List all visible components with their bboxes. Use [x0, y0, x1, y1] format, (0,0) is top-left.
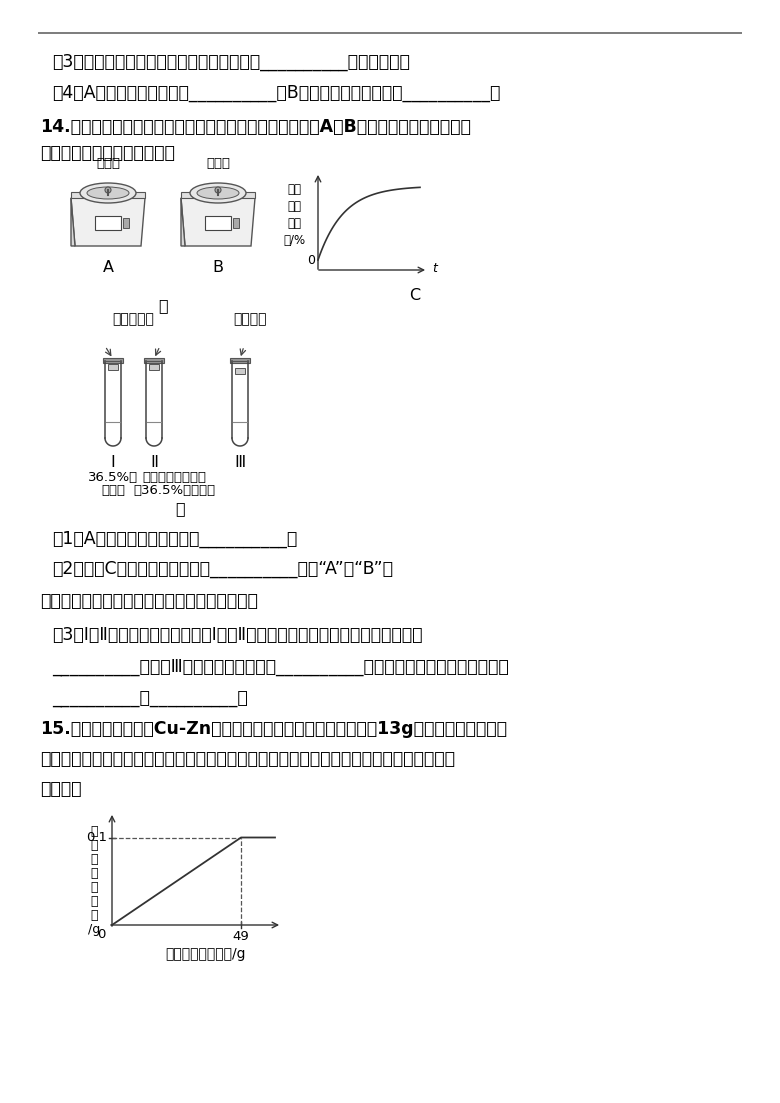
Text: 量: 量	[90, 909, 98, 922]
Polygon shape	[71, 192, 145, 199]
Text: __________有关。Ⅲ试管中可能的现象是__________。请用化学方程式解释其原因：: __________有关。Ⅲ试管中可能的现象是__________。请用化学方程…	[52, 658, 509, 676]
Text: Ⅰ: Ⅰ	[111, 456, 115, 470]
Text: 的质: 的质	[287, 200, 301, 213]
Text: 15.小王同学想测定某Cu-Zn合金中铜的质量分数，取合金粉生木13g，向其中逐渐加入一: 15.小王同学想测定某Cu-Zn合金中铜的质量分数，取合金粉生木13g，向其中逐…	[40, 720, 507, 738]
Text: 0: 0	[98, 928, 106, 941]
Text: C: C	[410, 288, 420, 303]
Text: Ⅲ: Ⅲ	[235, 456, 246, 470]
Text: 成: 成	[90, 839, 98, 852]
Text: 的: 的	[90, 881, 98, 895]
Bar	[95, 216, 121, 231]
Polygon shape	[71, 199, 145, 246]
Text: 甲: 甲	[158, 298, 168, 313]
Bar	[108, 364, 118, 370]
Bar	[149, 364, 159, 370]
Text: 溶质: 溶质	[287, 183, 301, 196]
Text: 0.1: 0.1	[86, 831, 107, 844]
Polygon shape	[181, 192, 255, 199]
Polygon shape	[71, 199, 75, 246]
Text: 浓硫酸: 浓硫酸	[206, 157, 230, 170]
Bar	[123, 218, 129, 228]
Bar	[230, 358, 250, 363]
Text: （4）A图中玻璃棒的作用是__________。B图中玻璃导管的作用是__________。: （4）A图中玻璃棒的作用是__________。B图中玻璃导管的作用是_____…	[52, 84, 501, 101]
Text: 乙: 乙	[176, 501, 185, 516]
Bar	[235, 368, 245, 374]
Text: t: t	[432, 261, 437, 275]
Text: 加入稀硫酸的质量/g: 加入稀硫酸的质量/g	[165, 947, 246, 961]
Circle shape	[105, 188, 111, 193]
Ellipse shape	[197, 188, 239, 199]
Text: Ⅱ: Ⅱ	[150, 456, 158, 470]
Text: （3）上面两图中，税释浓硫酸操作正确的是__________（填序号）。: （3）上面两图中，税释浓硫酸操作正确的是__________（填序号）。	[52, 53, 410, 71]
Bar	[205, 216, 231, 231]
Text: 敷口放置一段时间: 敷口放置一段时间	[142, 471, 206, 484]
Text: 及计算：: 及计算：	[40, 780, 81, 797]
Text: 数/%: 数/%	[283, 234, 305, 247]
Bar	[103, 358, 123, 363]
Text: 质: 质	[90, 895, 98, 908]
Polygon shape	[181, 199, 185, 246]
Text: （3）Ⅰ和Ⅱ试管中都产生气泡，且Ⅰ中比Ⅱ中剧烈。此现象说明物质反应的快慢与: （3）Ⅰ和Ⅱ试管中都产生气泡，且Ⅰ中比Ⅱ中剧烈。此现象说明物质反应的快慢与	[52, 627, 423, 644]
Text: B: B	[212, 260, 224, 275]
Text: 浓盐酸: 浓盐酸	[101, 484, 125, 497]
Ellipse shape	[190, 183, 246, 203]
Text: 14.完成下列有关酸的性质的实验。实验一：如图甲电子秤A、B的蒸发皌中分别盛有浓盐: 14.完成下列有关酸的性质的实验。实验一：如图甲电子秤A、B的蒸发皌中分别盛有浓…	[40, 118, 471, 136]
Text: 生锈铁钉: 生锈铁钉	[233, 312, 267, 326]
Text: （2）与图C所示变化相一致的是__________（填“A”或“B”）: （2）与图C所示变化相一致的是__________（填“A”或“B”）	[52, 560, 393, 578]
Text: 氢: 氢	[90, 853, 98, 866]
Ellipse shape	[80, 183, 136, 203]
Text: 的36.5%的浓盐酸: 的36.5%的浓盐酸	[133, 484, 215, 497]
Text: 定溶质质量分数的稀硫酸，所得稀硫酸与生成氢气的质量关系如右图所示。请完成下列分析: 定溶质质量分数的稀硫酸，所得稀硫酸与生成氢气的质量关系如右图所示。请完成下列分析	[40, 750, 455, 768]
Text: 酸、浓硫酸，放置一段时间。: 酸、浓硫酸，放置一段时间。	[40, 144, 175, 162]
Text: 实验二：如图乙，做对比实验，得出相应结论。: 实验二：如图乙，做对比实验，得出相应结论。	[40, 592, 258, 610]
Text: 浓盐酸: 浓盐酸	[96, 157, 120, 170]
Text: /g: /g	[88, 923, 100, 936]
Text: 相同的铁片: 相同的铁片	[112, 312, 154, 326]
Text: 36.5%的: 36.5%的	[88, 471, 138, 484]
Text: A: A	[102, 260, 114, 275]
Bar	[144, 358, 164, 363]
Text: 量分: 量分	[287, 217, 301, 231]
Text: 气: 气	[90, 867, 98, 880]
Ellipse shape	[87, 188, 129, 199]
Text: 生: 生	[90, 825, 98, 838]
Text: __________、__________。: __________、__________。	[52, 690, 248, 708]
Text: 49: 49	[232, 930, 250, 943]
Text: 0: 0	[307, 254, 315, 267]
Polygon shape	[181, 199, 255, 246]
Text: （1）A中的示数变小，原因是__________。: （1）A中的示数变小，原因是__________。	[52, 531, 297, 548]
Circle shape	[215, 188, 221, 193]
Bar	[233, 218, 239, 228]
